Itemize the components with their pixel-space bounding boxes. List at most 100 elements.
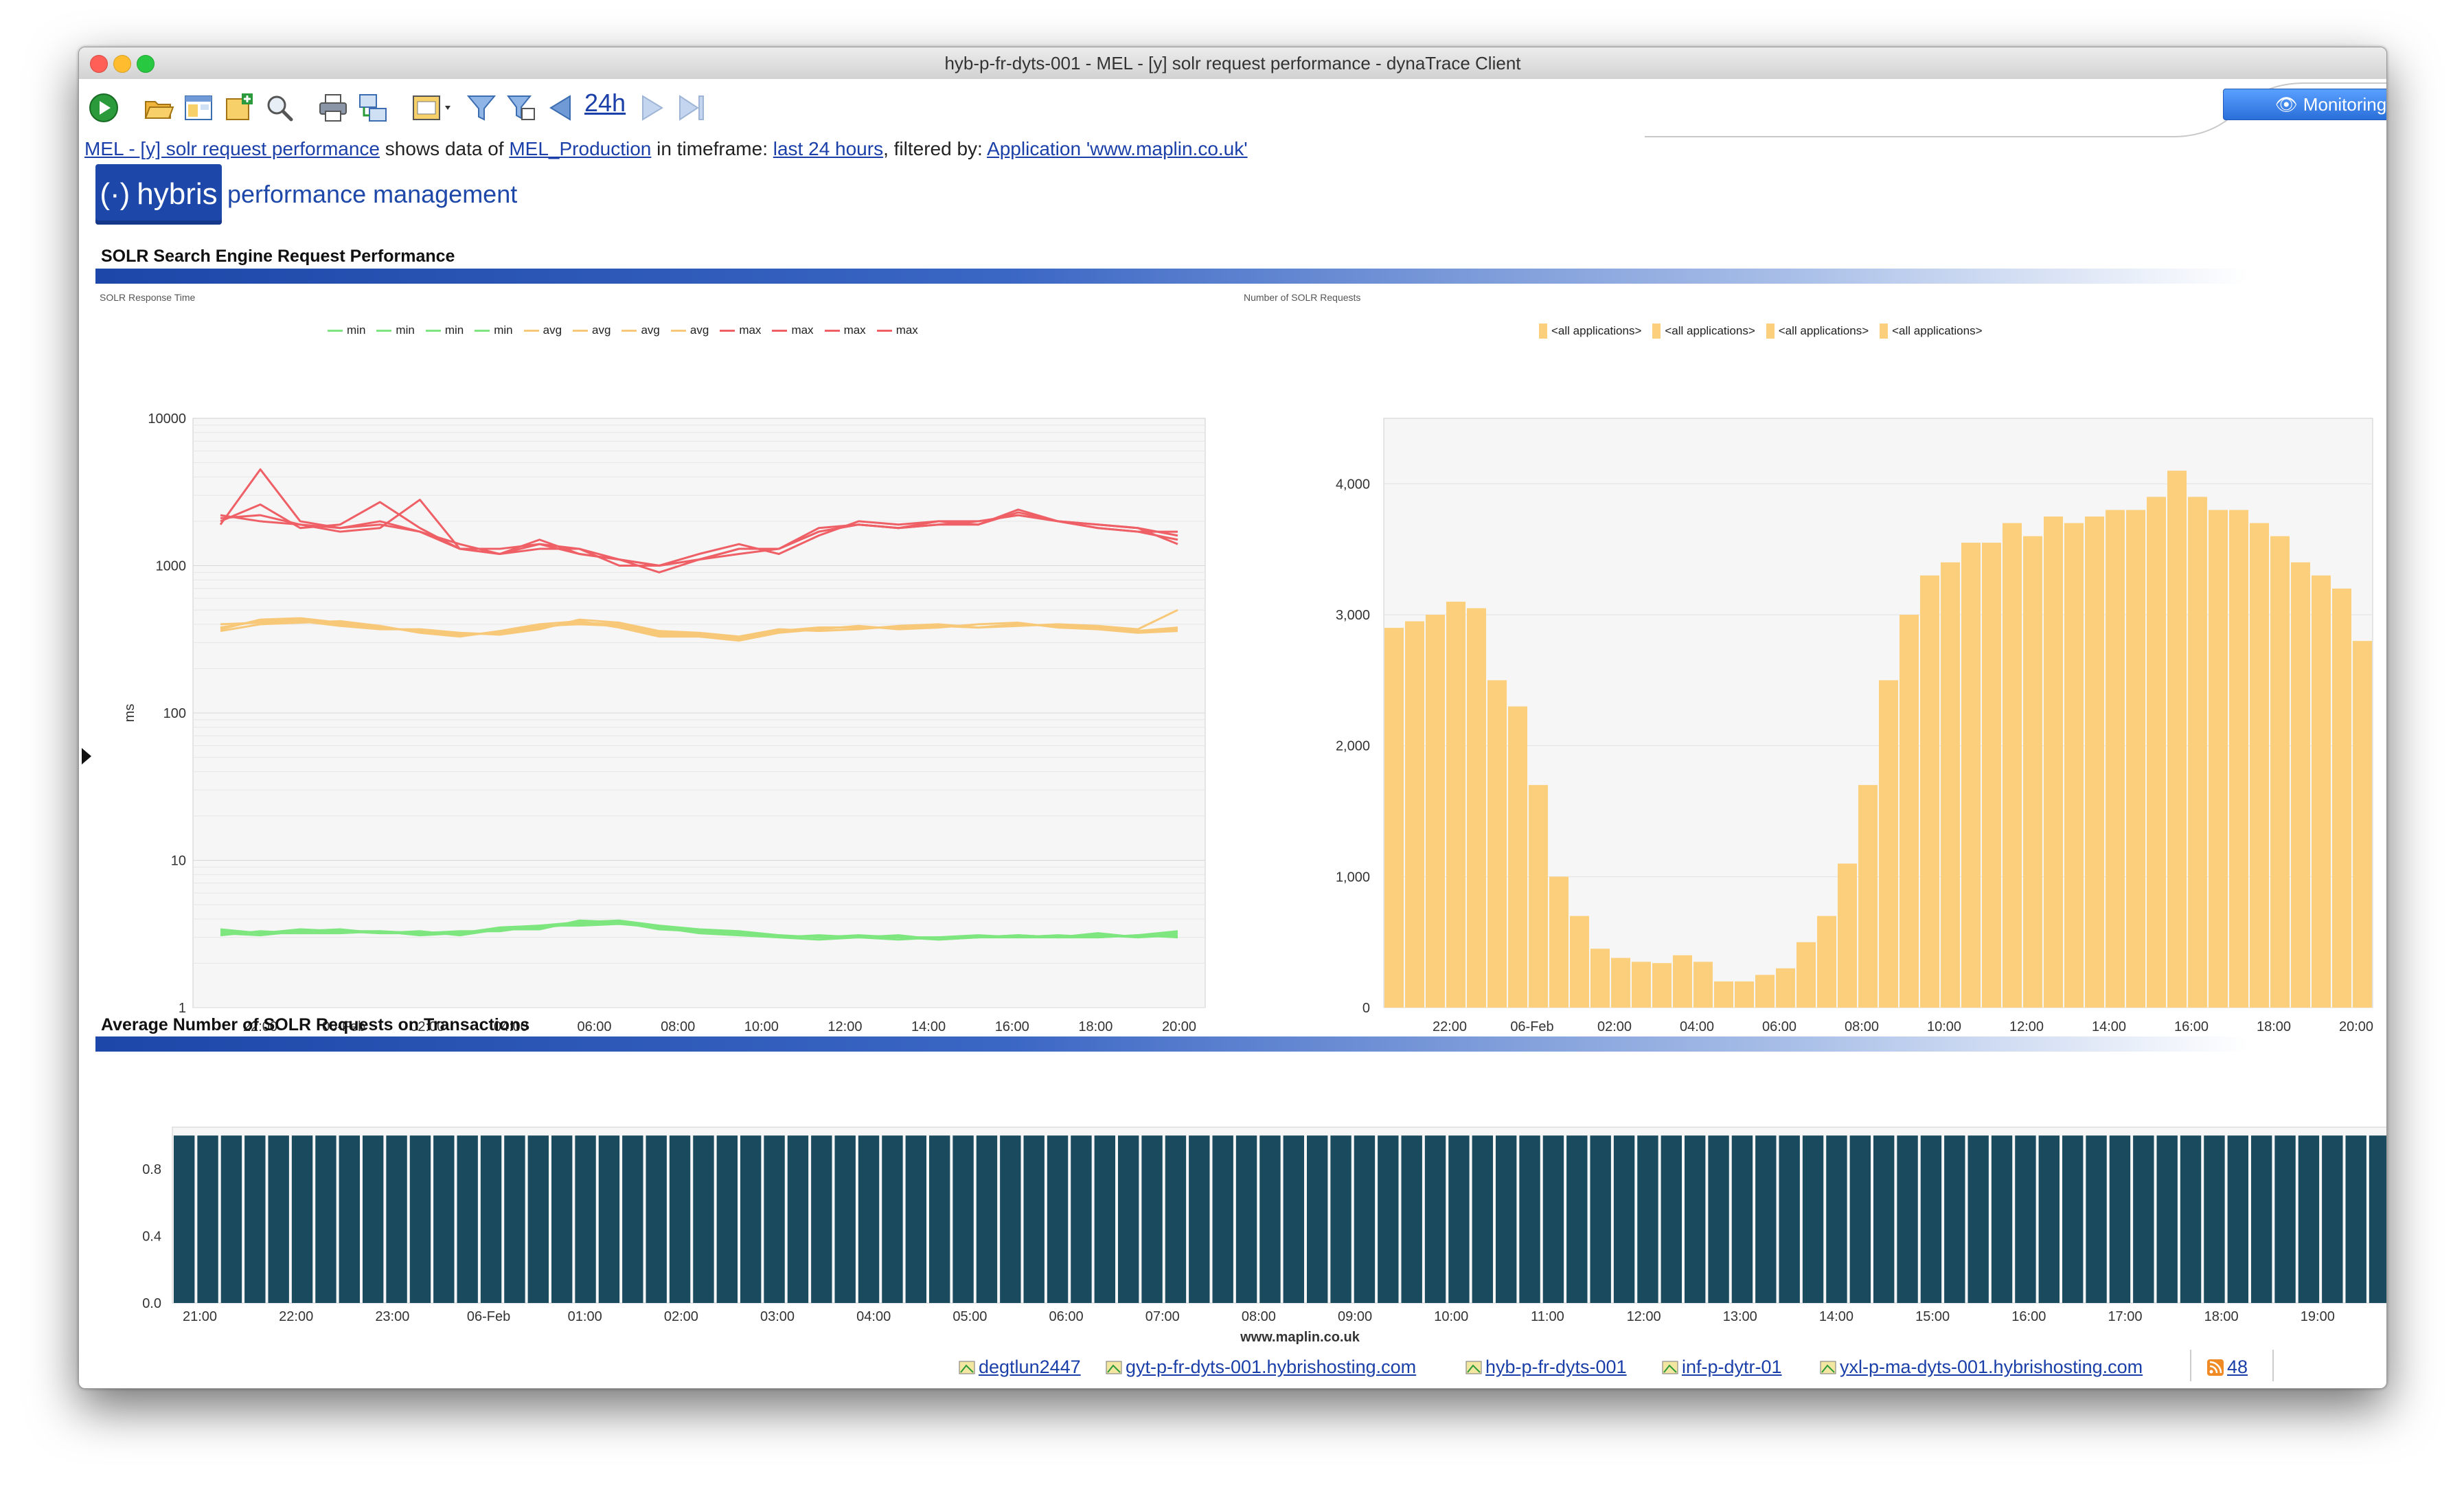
bar	[1826, 1135, 1847, 1303]
bar	[1141, 1135, 1163, 1303]
bar	[363, 1135, 384, 1303]
bar	[1632, 962, 1651, 1008]
dashboard-info-line: MEL - [y] solr request performance shows…	[84, 138, 1248, 160]
y-tick-label: 0.0	[142, 1296, 161, 1311]
forward-arrow-icon[interactable]	[635, 91, 668, 124]
x-tick-label: 10:00	[1434, 1309, 1468, 1324]
collector-icon	[1662, 1361, 1678, 1374]
x-tick-label: 18:00	[2257, 1019, 2291, 1034]
x-tick-label: 21:00	[183, 1309, 217, 1324]
x-tick-label: 11:00	[1531, 1309, 1564, 1324]
bar	[386, 1135, 407, 1303]
export-icon[interactable]	[356, 91, 389, 124]
open-folder-icon[interactable]	[142, 91, 175, 124]
x-tick-label: 17:00	[2108, 1309, 2142, 1324]
bar	[1982, 543, 2001, 1008]
panel-expand-handle[interactable]	[82, 748, 91, 764]
bar	[2180, 1135, 2202, 1303]
x-tick-label: 06:00	[1049, 1309, 1084, 1324]
bar	[1259, 1135, 1281, 1303]
bar	[2109, 1135, 2131, 1303]
chart-title-response-time: SOLR Response Time	[100, 292, 196, 303]
system-profile-link[interactable]: MEL_Production	[509, 138, 652, 159]
print-icon[interactable]	[317, 91, 350, 124]
title-bar: hyb-p-fr-dyts-001 - MEL - [y] solr reque…	[79, 47, 2386, 80]
timeframe-link[interactable]: 24h	[584, 89, 626, 117]
zoom-window-button[interactable]	[137, 55, 155, 73]
bar	[1755, 975, 1775, 1008]
legend-item: avg	[670, 324, 709, 337]
x-tick-label: 14:00	[911, 1019, 946, 1034]
search-icon[interactable]	[263, 91, 296, 124]
bar	[740, 1135, 762, 1303]
dashboard-link[interactable]: MEL - [y] solr request performance	[84, 138, 380, 159]
legend-label: min	[396, 324, 415, 337]
session-dropdown-icon[interactable]	[410, 91, 457, 124]
play-icon[interactable]	[87, 91, 120, 124]
legend-item: max	[772, 324, 814, 337]
dashboard-icon[interactable]	[182, 91, 215, 124]
bar	[551, 1135, 573, 1303]
filter-link[interactable]: Application 'www.maplin.co.uk'	[987, 138, 1248, 159]
bar	[1991, 1135, 2013, 1303]
x-tick-label: 04:00	[856, 1309, 891, 1324]
bar	[1708, 1135, 1729, 1303]
x-tick-label: 02:00	[410, 1019, 444, 1034]
x-tick-label: 04:00	[1680, 1019, 1714, 1034]
series-line-avg	[220, 620, 1178, 642]
notification-count-link[interactable]: 48	[2206, 1357, 2248, 1378]
series-line-avg	[220, 617, 1178, 640]
chart-legend-solr-requests: <all applications> <all applications> <all…	[1539, 324, 1983, 339]
bar	[1519, 1135, 1540, 1303]
monitoring-button[interactable]: 👁 Monitoring	[2223, 89, 2386, 120]
chart-legend-response-time: min min min min avg avg avg avg max max max max	[328, 324, 918, 337]
bar	[2298, 1135, 2320, 1303]
bar	[1047, 1135, 1069, 1303]
bar	[174, 1135, 195, 1303]
bar	[2188, 497, 2207, 1008]
legend-item: max	[824, 324, 866, 337]
legend-swatch	[1880, 324, 1889, 339]
bar	[1000, 1135, 1021, 1303]
legend-label: avg	[641, 324, 660, 337]
collector-link[interactable]: degtlun2447	[958, 1357, 1081, 1378]
collector-link[interactable]: gyt-p-fr-dyts-001.hybrishosting.com	[1105, 1357, 1416, 1378]
chart-response-time: 10000 1000 100 10 1 ms 22:00 06-Feb 02:00 04:00 06…	[122, 411, 1206, 1034]
bar	[1472, 1135, 1493, 1303]
bar	[2345, 1135, 2366, 1303]
bar	[1496, 1135, 1517, 1303]
bar	[2044, 517, 2063, 1008]
section-title-avg: Average Number of SOLR Requests on Trans…	[101, 1015, 530, 1034]
bar	[1637, 1135, 1658, 1303]
legend-label: max	[739, 324, 762, 337]
bar	[1802, 1135, 1824, 1303]
x-tick-label: 22:00	[243, 1019, 277, 1034]
x-tick-label: 05:00	[952, 1309, 987, 1324]
collector-link[interactable]: inf-p-dytr-01	[1661, 1357, 1782, 1378]
last-icon[interactable]	[675, 91, 708, 124]
collector-link[interactable]: yxl-p-ma-dyts-001.hybrishosting.com	[1819, 1357, 2143, 1378]
bar	[1755, 1135, 1777, 1303]
application-window: hyb-p-fr-dyts-001 - MEL - [y] solr reque…	[78, 47, 2387, 1389]
bar	[2204, 1135, 2225, 1303]
legend-swatch	[376, 329, 392, 332]
add-dashlet-icon[interactable]	[223, 91, 256, 124]
status-separator	[2190, 1350, 2191, 1381]
bar	[480, 1135, 502, 1303]
collector-link[interactable]: hyb-p-fr-dyts-001	[1465, 1357, 1627, 1378]
filter-edit-icon[interactable]	[505, 91, 538, 124]
bar	[1283, 1135, 1304, 1303]
back-arrow-icon[interactable]	[545, 91, 578, 124]
legend-item: min	[475, 324, 513, 337]
bar	[1849, 1135, 1871, 1303]
timeframe-link[interactable]: last 24 hours	[773, 138, 884, 159]
filter-icon[interactable]	[465, 91, 498, 124]
close-window-button[interactable]	[90, 55, 108, 73]
chart-avg-requests: 0.8 0.4 0.0 21:00 22:00 23:00 06-Feb 01:00 02:00…	[142, 1126, 2386, 1345]
legend-item: min	[328, 324, 365, 337]
x-tick-label: 20:00	[2339, 1019, 2373, 1034]
minimize-window-button[interactable]	[113, 55, 131, 73]
bar	[2353, 641, 2372, 1008]
bar	[1354, 1135, 1376, 1303]
y-tick-label: 2,000	[1336, 739, 1370, 754]
